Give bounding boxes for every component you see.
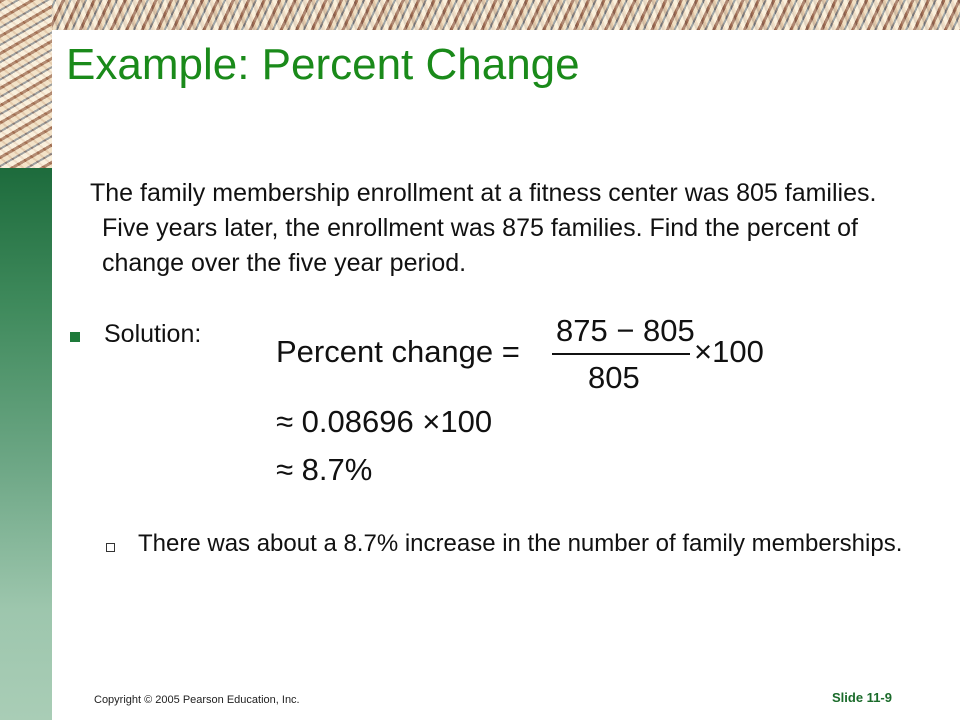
fraction-numerator: 875 − 805 bbox=[556, 313, 695, 348]
sidebar-gradient bbox=[0, 168, 52, 720]
equation-lhs: Percent change = bbox=[276, 334, 520, 369]
fraction-denominator: 805 bbox=[588, 360, 640, 395]
problem-text: The family membership enrollment at a fi… bbox=[90, 179, 877, 277]
equation-step2: ≈ 0.08696 ×100 bbox=[276, 404, 493, 439]
copyright: Copyright © 2005 Pearson Education, Inc. bbox=[94, 694, 300, 706]
square-bullet-icon bbox=[70, 332, 80, 342]
slide-title: Example: Percent Change bbox=[66, 40, 580, 89]
slide-number: Slide 11-9 bbox=[832, 690, 892, 705]
marble-banner bbox=[0, 0, 960, 30]
conclusion-text: There was about a 8.7% increase in the n… bbox=[138, 530, 903, 557]
marble-corner bbox=[0, 0, 52, 168]
hollow-square-bullet-icon bbox=[106, 543, 115, 552]
content-panel bbox=[52, 30, 960, 720]
equation-times: ×100 bbox=[694, 334, 764, 369]
fraction-bar bbox=[552, 353, 690, 355]
solution-label: Solution: bbox=[104, 320, 202, 348]
equation-step3: ≈ 8.7% bbox=[276, 452, 373, 487]
